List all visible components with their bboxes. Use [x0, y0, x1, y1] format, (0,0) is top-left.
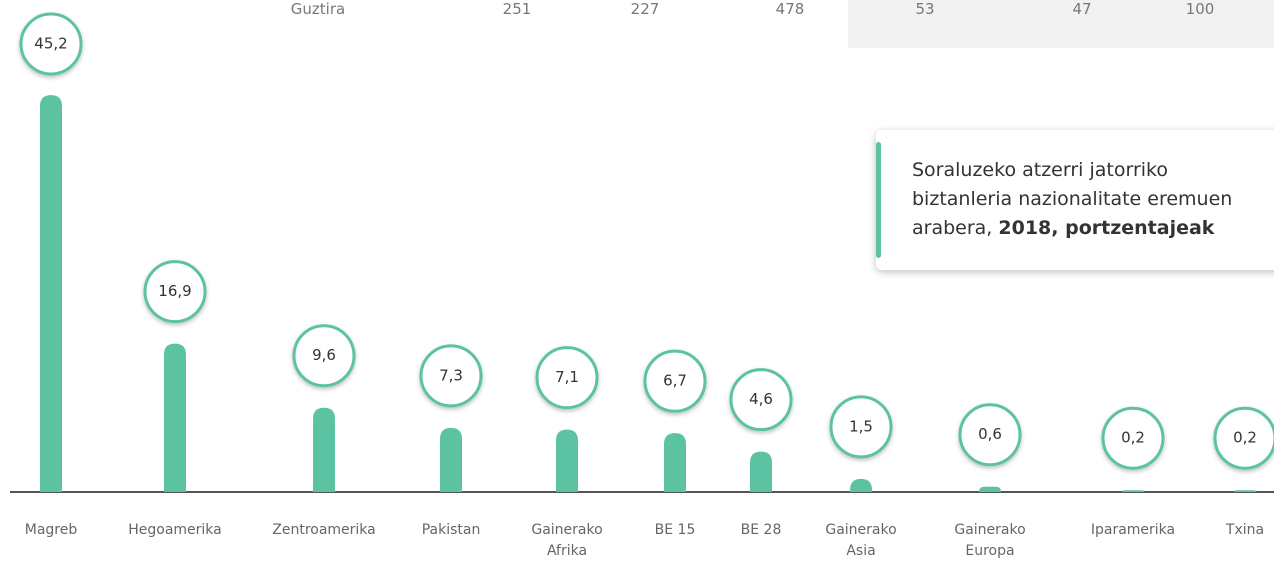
- bar: [313, 407, 335, 492]
- table-cell: 100: [1185, 0, 1215, 18]
- bar: [556, 429, 578, 492]
- value-bubble: [1213, 406, 1274, 470]
- accent: [876, 142, 881, 258]
- x-tick-label: Gainerako Europa: [954, 522, 1026, 559]
- title-bold: 2018, portzentajeak: [998, 217, 1215, 239]
- value-bubble: [292, 324, 356, 388]
- x-tick-label: Magreb: [24, 522, 78, 538]
- value-label: 6,7: [663, 372, 687, 390]
- x-tick-label: Gainerako Asia: [825, 522, 897, 559]
- chart-title: Soraluzeko atzerri jatorriko biztanleria…: [912, 156, 1272, 243]
- bar: [440, 427, 462, 492]
- table-cell: 47: [1072, 0, 1092, 18]
- value-bubble: [729, 368, 793, 432]
- value-label: 0,2: [1121, 429, 1145, 447]
- x-tick-label: Txina: [1225, 522, 1265, 538]
- value-bubble: [419, 344, 483, 408]
- x-tick-label: Hegoamerika: [128, 522, 222, 538]
- value-bubble: [19, 12, 83, 76]
- row-label: Guztira: [290, 0, 346, 18]
- table-cell: 227: [630, 0, 660, 18]
- value-label: 16,9: [158, 282, 191, 300]
- value-bubble: [1101, 406, 1165, 470]
- table-background: [848, 0, 1274, 48]
- table-cell: 53: [915, 0, 935, 18]
- value-bubble: [535, 346, 599, 410]
- value-label: 9,6: [312, 346, 336, 364]
- bar: [1122, 490, 1144, 492]
- value-label: 0,2: [1233, 429, 1257, 447]
- title-text: Soraluzeko atzerri jatorriko biztanleria…: [912, 159, 1233, 239]
- x-tick-label: BE 15: [654, 522, 696, 538]
- value-bubble: [829, 395, 893, 459]
- x-tick-label: Pakistan: [421, 522, 481, 538]
- value-bubble: [143, 260, 207, 324]
- bar: [40, 95, 62, 493]
- value-label: 7,1: [555, 368, 579, 386]
- x-tick-label: Iparamerika: [1090, 522, 1176, 538]
- bar: [850, 478, 872, 492]
- x-tick-label: BE 28: [740, 522, 782, 538]
- value-label: 4,6: [749, 390, 773, 408]
- value-label: 7,3: [439, 366, 463, 384]
- bar: [164, 343, 186, 492]
- bar: [1234, 490, 1256, 492]
- value-bubble: [958, 403, 1022, 467]
- value-label: 45,2: [34, 35, 67, 53]
- x-tick-label: Gainerako Afrika: [531, 522, 603, 559]
- bar: [979, 486, 1001, 492]
- table-cell: 478: [775, 0, 805, 18]
- bar: [664, 433, 686, 492]
- title-box: Soraluzeko atzerri jatorriko biztanleria…: [876, 130, 1274, 270]
- value-bubble: [643, 349, 707, 413]
- table-cell: 251: [502, 0, 532, 18]
- value-label: 0,6: [978, 425, 1002, 443]
- value-label: 1,5: [849, 417, 873, 435]
- bar: [750, 451, 772, 492]
- x-tick-label: Zentroamerika: [272, 522, 376, 538]
